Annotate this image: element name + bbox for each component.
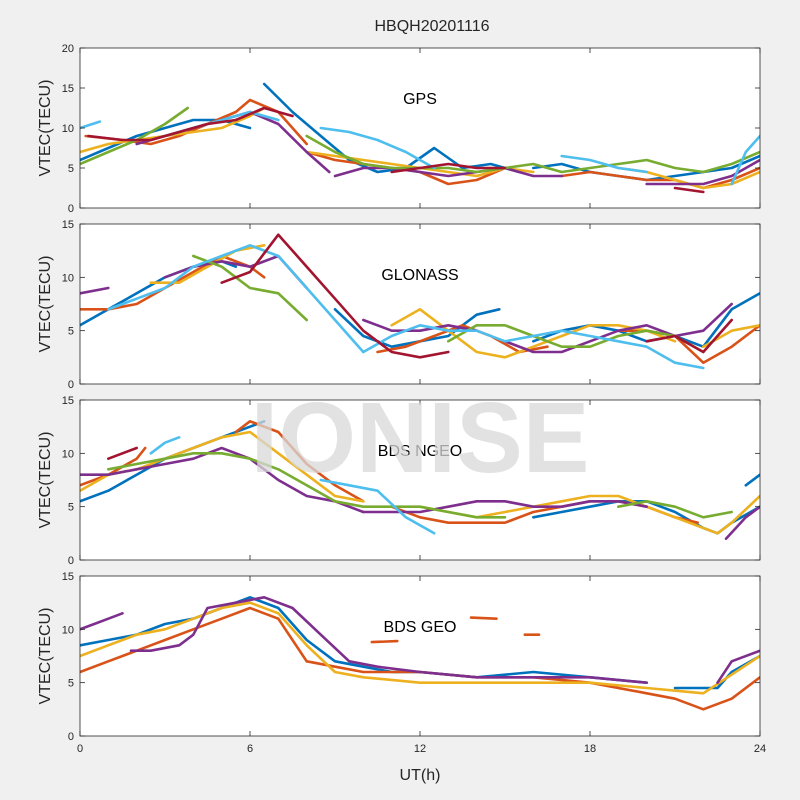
series-line-2-12 <box>361 318 479 333</box>
series-line-1-19 <box>730 134 760 186</box>
series-line-3-5 <box>234 419 365 503</box>
series-line-1-11 <box>333 166 564 178</box>
plot-area <box>80 224 760 384</box>
x-axis-label: UT(h) <box>400 767 441 784</box>
series-line-4-5 <box>370 639 399 644</box>
series-line-3-11 <box>724 505 760 541</box>
y-tick-label: 15 <box>62 219 74 231</box>
series-line-3-16 <box>107 446 138 461</box>
series-line-4-8 <box>80 601 760 695</box>
series-group <box>80 419 760 541</box>
panel-label: GPS <box>403 91 437 108</box>
series-line-3-13 <box>616 499 734 519</box>
y-tick-label: 20 <box>62 43 74 55</box>
series-group <box>80 233 760 370</box>
y-axis-label: VTEC(TECU) <box>37 80 54 177</box>
panel-4: 0 5 10 15 0 6 12 18 24 VTEC(TECU) BDS GEO <box>37 571 766 755</box>
series-line-4-11 <box>716 649 760 685</box>
panel-2: 0 5 10 15 VTEC(TECU) GLONASS <box>37 219 761 391</box>
panel-1: 0 5 10 15 20 VTEC(TECU) GPS <box>37 43 761 215</box>
panel-label: BDS GEO <box>384 619 457 636</box>
y-tick-label: 15 <box>62 571 74 583</box>
x-tick-label: 12 <box>414 743 426 755</box>
y-tick-label: 0 <box>68 379 74 391</box>
series-line-2-15 <box>446 323 705 354</box>
y-tick-label: 10 <box>62 123 74 135</box>
series-line-2-16 <box>107 244 365 354</box>
plot-area <box>80 576 760 736</box>
series-group <box>80 595 760 711</box>
panel-label: BDS NGEO <box>378 443 462 460</box>
y-tick-label: 15 <box>62 395 74 407</box>
series-line-4-2 <box>673 654 760 690</box>
y-tick-label: 0 <box>68 203 74 215</box>
series-line-3-9 <box>80 446 365 514</box>
y-tick-label: 0 <box>68 731 74 743</box>
y-tick-label: 5 <box>68 326 74 338</box>
y-tick-label: 10 <box>62 624 74 636</box>
y-tick-label: 15 <box>62 83 74 95</box>
series-line-4-6 <box>469 616 498 621</box>
series-line-2-14 <box>192 254 309 322</box>
panels: 0 5 10 15 20 VTEC(TECU) GPS 0 5 10 15 VTEC(TECU) GLO… <box>37 43 766 755</box>
series-line-1-18 <box>560 154 649 174</box>
series-line-3-3 <box>744 473 760 487</box>
chart-title: HBQH20201116 <box>374 18 489 35</box>
series-line-4-10 <box>129 595 649 685</box>
series-line-2-18 <box>220 233 450 359</box>
series-line-1-15 <box>80 120 102 130</box>
series-line-2-17 <box>361 323 705 370</box>
series-line-4-3 <box>80 606 309 674</box>
series-line-2-8 <box>390 307 677 359</box>
plot-area <box>80 400 760 560</box>
series-line-3-10 <box>361 499 649 514</box>
series-line-2-7 <box>149 244 266 285</box>
series-group <box>80 82 760 194</box>
x-tick-label: 18 <box>584 743 596 755</box>
series-line-1-7 <box>80 106 266 154</box>
y-axis-label: VTEC(TECU) <box>37 608 54 705</box>
x-tick-label: 24 <box>754 743 766 755</box>
series-line-4-1 <box>80 595 649 685</box>
series-line-1-2 <box>262 82 521 174</box>
y-tick-label: 5 <box>68 163 74 175</box>
series-line-2-13 <box>503 302 734 354</box>
y-tick-label: 5 <box>68 678 74 690</box>
series-line-2-19 <box>645 318 734 354</box>
series-line-1-17 <box>319 126 436 170</box>
series-line-3-12 <box>107 451 507 519</box>
series-line-1-12 <box>645 158 760 186</box>
y-axis-label: VTEC(TECU) <box>37 256 54 353</box>
series-line-2-10 <box>80 286 110 295</box>
x-tick-label: 0 <box>77 743 83 755</box>
panel-label: GLONASS <box>381 267 458 284</box>
series-line-4-9 <box>80 611 124 631</box>
series-line-1-14 <box>305 134 760 174</box>
x-tick-label: 6 <box>247 743 253 755</box>
y-tick-label: 5 <box>68 502 74 514</box>
y-tick-label: 10 <box>62 448 74 460</box>
series-line-3-14 <box>149 435 181 455</box>
y-tick-label: 10 <box>62 272 74 284</box>
watermark: IONISE <box>251 382 590 494</box>
series-line-1-20 <box>87 106 294 142</box>
series-line-1-22 <box>673 186 705 194</box>
series-line-3-15 <box>319 478 436 535</box>
y-axis-label: VTEC(TECU) <box>37 432 54 529</box>
panel-3: 0 5 10 15 VTEC(TECU) BDS NGEO <box>37 395 761 567</box>
series-line-1-21 <box>390 162 507 174</box>
series-line-1-6 <box>560 166 760 190</box>
y-tick-label: 0 <box>68 555 74 567</box>
